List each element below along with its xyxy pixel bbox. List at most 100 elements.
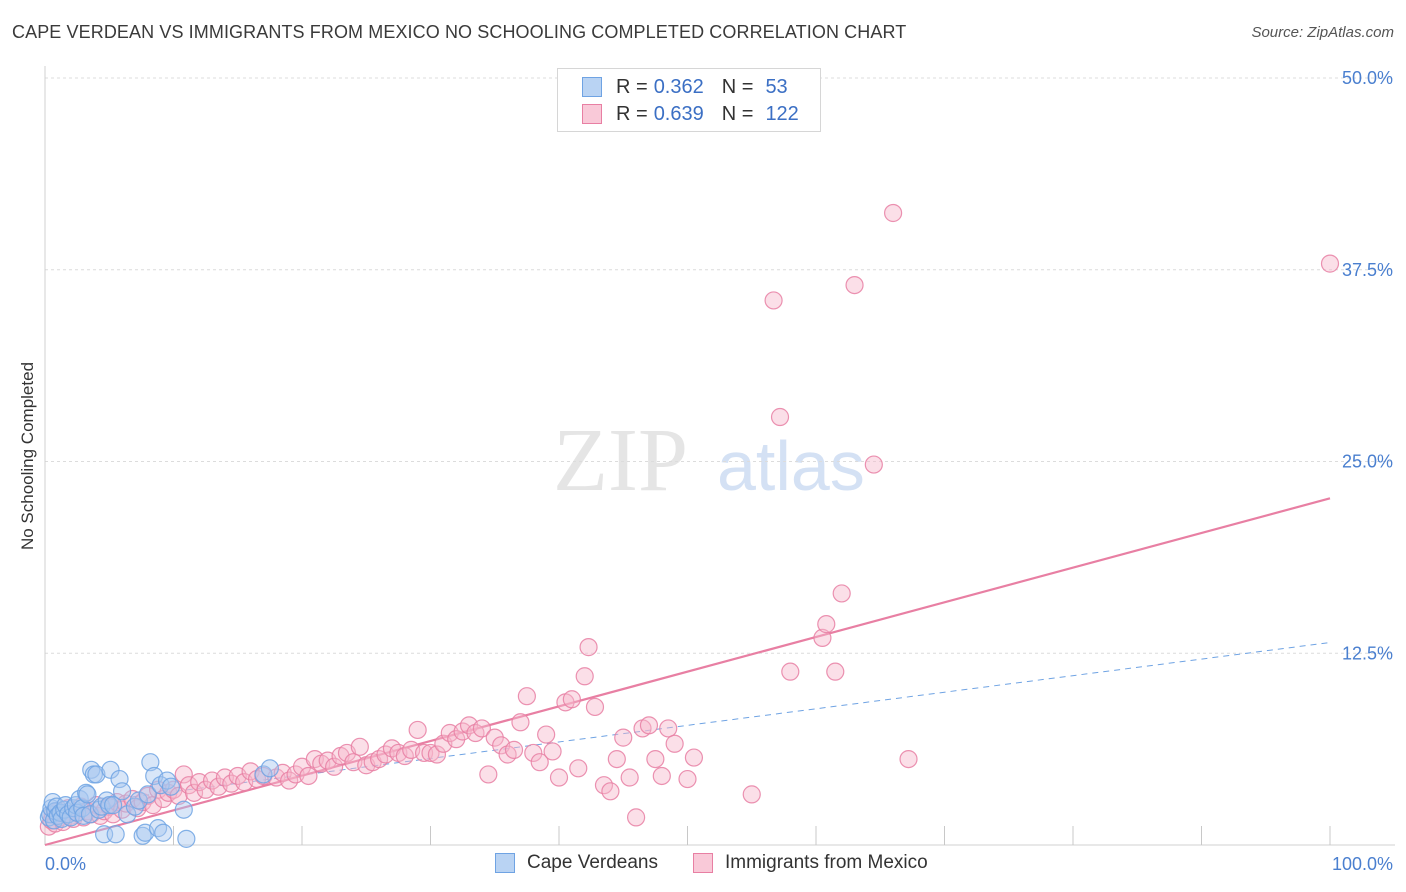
point-cape-verdean	[118, 805, 137, 824]
legend-label: Immigrants from Mexico	[725, 852, 928, 873]
r-label: R =	[616, 102, 648, 125]
point-mexico	[883, 203, 903, 223]
point-cape-verdean	[87, 765, 106, 784]
n-value: 122	[765, 102, 799, 125]
n-label: N =	[721, 75, 754, 98]
point-mexico	[530, 753, 549, 772]
point-mexico	[770, 407, 790, 427]
n-label: N =	[721, 102, 754, 125]
point-mexico	[325, 757, 344, 776]
point-mexico	[569, 759, 588, 778]
trendline-cape-verdeans	[44, 642, 1331, 809]
point-cape-verdean	[174, 800, 193, 819]
point-mexico	[826, 662, 845, 681]
point-mexico	[832, 584, 851, 603]
x-tick-label: 100.0%	[1332, 854, 1393, 874]
trendline-mexico	[44, 497, 1331, 847]
point-mexico	[579, 638, 598, 657]
point-cape-verdean	[74, 806, 93, 825]
point-mexico	[742, 785, 761, 804]
x-tick-labels: 0.0% 100.0%	[45, 854, 1393, 874]
point-mexico	[511, 713, 530, 732]
point-mexico	[1320, 254, 1340, 273]
point-cape-verdean	[129, 791, 148, 810]
watermark-zip: ZIP	[553, 411, 688, 510]
point-mexico	[639, 716, 659, 735]
point-mexico	[601, 782, 620, 801]
point-mexico	[184, 783, 204, 802]
point-mexico	[299, 766, 318, 786]
point-mexico	[781, 662, 800, 681]
n-value: 53	[765, 75, 788, 98]
point-mexico	[524, 743, 543, 763]
point-mexico	[549, 768, 569, 787]
point-cape-verdean	[133, 826, 152, 845]
point-cape-verdean	[100, 796, 119, 815]
data-points	[39, 203, 1340, 848]
legend-row-mexico: R = 0.639 N = 122	[582, 101, 799, 127]
point-mexico	[864, 455, 883, 474]
point-mexico	[517, 687, 536, 706]
point-mexico	[817, 615, 836, 634]
point-mexico	[537, 725, 556, 744]
correlation-legend: R = 0.362 N = 53 R = 0.639 N = 122	[557, 68, 821, 132]
legend-row-cape-verdeans: R = 0.362 N = 53	[582, 74, 788, 100]
legend-item-mexico: Immigrants from Mexico	[693, 852, 928, 874]
y-tick-label: 50.0%	[1342, 68, 1393, 88]
point-mexico	[350, 737, 369, 756]
point-cape-verdean	[112, 782, 132, 801]
point-mexico	[646, 749, 665, 769]
legend-label: Cape Verdeans	[527, 852, 658, 873]
point-mexico	[562, 690, 581, 709]
x-tick-label: 0.0%	[45, 854, 86, 874]
point-mexico	[575, 667, 594, 686]
point-mexico	[370, 749, 389, 769]
watermark-atlas: atlas	[717, 427, 865, 505]
point-mexico	[665, 734, 684, 753]
legend-swatch-blue	[495, 853, 515, 873]
point-mexico	[652, 766, 671, 786]
legend-swatch-pink	[582, 104, 602, 124]
point-mexico	[684, 748, 704, 767]
point-mexico	[620, 768, 639, 787]
point-mexico	[899, 749, 918, 769]
point-mexico	[626, 808, 646, 827]
point-mexico	[845, 275, 864, 295]
point-mexico	[504, 740, 524, 759]
r-label: R =	[616, 75, 648, 98]
trendlines	[44, 497, 1331, 847]
point-mexico	[498, 745, 517, 764]
point-cape-verdean	[138, 785, 157, 804]
point-mexico	[174, 765, 193, 784]
axes	[44, 66, 1395, 846]
point-mexico	[678, 769, 697, 789]
y-axis-label: No Schooling Completed	[18, 362, 37, 550]
legend-item-cape-verdeans: Cape Verdeans	[495, 852, 658, 874]
point-mexico	[764, 291, 783, 310]
point-mexico	[813, 628, 832, 648]
point-cape-verdean	[177, 829, 196, 848]
source-label: Source: ZipAtlas.com	[1251, 24, 1394, 41]
y-tick-label: 12.5%	[1342, 643, 1393, 663]
gridlines	[45, 77, 1395, 654]
point-mexico	[585, 697, 605, 717]
point-cape-verdean	[104, 796, 123, 815]
point-cape-verdean	[260, 759, 279, 778]
legend-swatch-pink	[693, 853, 713, 873]
y-tick-label: 37.5%	[1342, 260, 1393, 280]
point-mexico	[421, 743, 440, 763]
point-cape-verdean	[141, 753, 160, 772]
point-mexico	[614, 728, 633, 747]
chart-title: CAPE VERDEAN VS IMMIGRANTS FROM MEXICO N…	[12, 22, 907, 42]
r-value: 0.362	[653, 75, 704, 98]
point-mexico	[659, 719, 678, 738]
r-value: 0.639	[653, 102, 704, 125]
point-cape-verdean	[106, 825, 125, 844]
point-cape-verdean	[154, 823, 173, 842]
point-mexico	[472, 719, 491, 738]
point-cape-verdean	[78, 785, 97, 804]
point-cape-verdean	[161, 777, 181, 796]
point-mexico	[427, 745, 447, 764]
point-mexico	[607, 749, 626, 769]
